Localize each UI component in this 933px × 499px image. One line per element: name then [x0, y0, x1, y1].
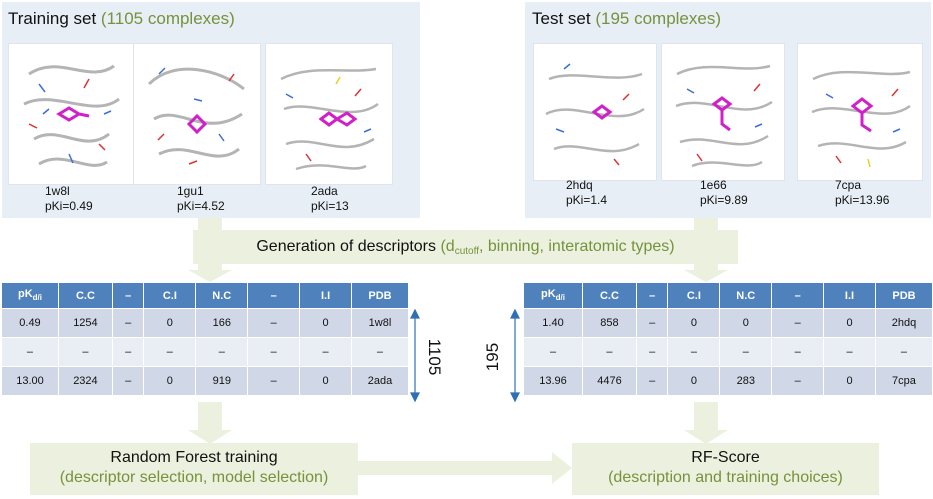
header-pdb: PDB — [874, 283, 932, 309]
pdb-id: 7cpa — [835, 178, 862, 192]
training-caption-3: 2ada pKi=13 — [311, 184, 349, 214]
pki-value: pKi=1.4 — [566, 193, 608, 207]
header-pk: pKd/i — [2, 283, 59, 309]
protein-structure-7cpa — [797, 43, 923, 181]
header-dash: – — [111, 283, 144, 309]
arrow-training-to-generation — [198, 218, 222, 230]
protein-ribbon-icon — [147, 67, 245, 165]
test-caption-3: 7cpa pKi=13.96 — [835, 178, 889, 208]
training-descriptor-table: pKd/i C.C – C.I N.C – I.I PDB 0.49 1254–0… — [2, 283, 408, 395]
arrow-generation-to-training-table — [188, 264, 232, 282]
table-header-row: pKd/i C.C – C.I N.C – I.I PDB — [524, 283, 932, 309]
header-dash: – — [247, 283, 300, 309]
protein-structure-1w8l — [8, 43, 136, 185]
training-set-count: (1105 complexes) — [100, 9, 235, 28]
header-dash: – — [771, 283, 824, 309]
pki-value: pKi=4.52 — [177, 199, 225, 213]
test-caption-2: 1e66 pKi=9.89 — [700, 178, 748, 208]
header-nc: N.C — [719, 283, 772, 309]
rf-training-box: Random Forest training (descriptor selec… — [30, 443, 358, 495]
header-ci: C.I — [143, 283, 196, 309]
pki-value: pKi=13 — [311, 199, 349, 213]
test-count-label: 195 — [483, 342, 502, 372]
test-descriptor-table: pKd/i C.C – C.I N.C – I.I PDB 1.40 858–0 0… — [524, 283, 932, 395]
pdb-id: 1gu1 — [177, 184, 204, 198]
generation-details-rest: , binning, interatomic types) — [478, 238, 675, 255]
protein-structure-1e66 — [661, 43, 785, 181]
protein-ribbon-icon — [280, 67, 379, 171]
arrow-table-to-rf-training — [188, 402, 232, 444]
pki-value: pKi=0.49 — [45, 199, 93, 213]
protein-structure-1gu1 — [133, 43, 261, 185]
pdb-id: 2ada — [311, 184, 338, 198]
protein-structure-2hdq — [533, 43, 657, 181]
training-count-label: 1105 — [425, 338, 444, 376]
rf-training-title: Random Forest training — [110, 449, 278, 466]
header-pdb: PDB — [350, 283, 408, 309]
test-set-title: Test set (195 complexes) — [532, 9, 721, 29]
table-row: – – – – – – – – — [524, 337, 932, 367]
generation-details-sub: cutoff — [454, 246, 479, 257]
pdb-id: 1e66 — [700, 178, 727, 192]
rf-training-subtitle: (descriptor selection, model selection) — [59, 469, 329, 486]
protein-ribbon-icon — [675, 64, 773, 168]
test-set-count: (195 complexes) — [595, 9, 721, 28]
generation-details-open: (d — [440, 238, 455, 255]
rf-score-title: RF-Score — [691, 449, 760, 466]
header-ci: C.I — [667, 283, 720, 309]
protein-ribbon-icon — [23, 64, 120, 167]
rf-score-subtitle: (description and training choices) — [608, 469, 843, 486]
test-set-label: Test set — [532, 9, 591, 28]
pki-value: pKi=9.89 — [700, 193, 748, 207]
header-nc: N.C — [195, 283, 248, 309]
rf-score-box: RF-Score (description and training choic… — [572, 443, 879, 495]
table-row: 13.96 4476–0 283–0 7cpa — [524, 366, 932, 395]
pki-value: pKi=13.96 — [835, 193, 890, 207]
table-row: 1.40 858–0 0–0 2hdq — [524, 308, 932, 338]
table-row: 0.49 1254–0 166–0 1w8l — [2, 308, 408, 338]
training-caption-1: 1w8l pKi=0.49 — [45, 184, 93, 214]
training-set-title: Training set (1105 complexes) — [8, 9, 235, 29]
header-cc: C.C — [582, 283, 637, 309]
test-caption-1: 2hdq pKi=1.4 — [566, 178, 607, 208]
generation-title: Generation of descriptors — [256, 238, 437, 255]
protein-ribbon-icon — [545, 63, 645, 166]
training-set-label: Training set — [8, 9, 97, 28]
arrow-generation-to-test-table — [684, 264, 728, 282]
test-set-panel: Test set (195 complexes) — [525, 2, 931, 218]
header-dash: – — [635, 283, 668, 309]
table-row: 13.00 2324–0 919–0 2ada — [2, 366, 408, 395]
arrow-rf-training-to-rf-score — [358, 452, 572, 484]
table-row: – – – – – – – – — [2, 337, 408, 367]
generation-details: (dcutoff, binning, interatomic types) — [440, 238, 675, 257]
header-pk: pKd/i — [524, 283, 583, 309]
arrow-test-to-generation — [694, 218, 718, 230]
header-ii: I.I — [299, 283, 352, 309]
protein-structure-2ada — [265, 43, 393, 185]
pdb-id: 2hdq — [566, 178, 593, 192]
pdb-id: 1w8l — [45, 184, 70, 198]
descriptor-generation-box: Generation of descriptors (dcutoff, binn… — [193, 230, 738, 264]
training-caption-2: 1gu1 pKi=4.52 — [177, 184, 225, 214]
header-ii: I.I — [823, 283, 876, 309]
header-cc: C.C — [57, 283, 113, 309]
protein-ribbon-icon — [811, 70, 911, 168]
arrow-table-to-rf-score — [684, 402, 728, 444]
table-header-row: pKd/i C.C – C.I N.C – I.I PDB — [2, 283, 408, 309]
training-set-panel: Training set (1105 complexes) — [2, 2, 420, 218]
